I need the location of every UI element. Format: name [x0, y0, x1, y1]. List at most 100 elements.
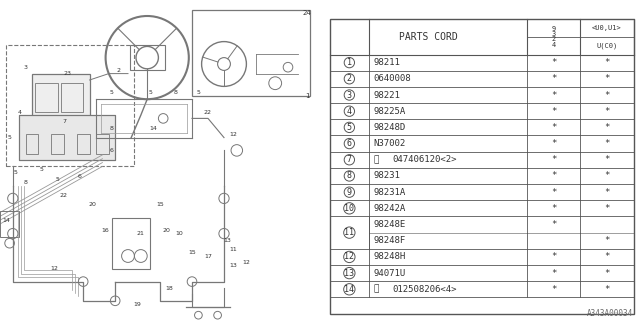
Text: 6: 6: [110, 148, 114, 153]
Text: 14: 14: [150, 125, 157, 131]
Text: 24: 24: [303, 10, 312, 16]
Text: 18: 18: [166, 285, 173, 291]
Text: *: *: [604, 236, 610, 245]
Bar: [61, 83, 83, 112]
Text: *: *: [551, 285, 557, 294]
Text: *: *: [551, 252, 557, 261]
Text: *: *: [551, 74, 557, 83]
Text: *: *: [604, 107, 610, 116]
Bar: [192, 10, 310, 96]
Text: 98221: 98221: [374, 91, 401, 100]
Text: 13: 13: [344, 268, 355, 278]
Text: *: *: [604, 139, 610, 148]
Text: U(C0): U(C0): [596, 43, 618, 49]
Text: 15: 15: [156, 202, 164, 207]
Text: 3: 3: [347, 91, 352, 100]
Text: 98225A: 98225A: [374, 107, 406, 116]
Text: 98242A: 98242A: [374, 204, 406, 213]
Text: 23: 23: [63, 71, 71, 76]
Text: 12: 12: [51, 266, 58, 271]
Text: *: *: [551, 220, 557, 229]
Text: *: *: [604, 91, 610, 100]
Text: 2: 2: [116, 68, 120, 73]
Text: 8: 8: [347, 172, 352, 180]
Text: 98231A: 98231A: [374, 188, 406, 197]
Text: *: *: [551, 268, 557, 278]
Text: *: *: [604, 252, 610, 261]
Text: 3: 3: [24, 65, 28, 70]
Bar: [19, 115, 115, 160]
Text: 5: 5: [14, 170, 18, 175]
Text: 98248D: 98248D: [374, 123, 406, 132]
Text: *: *: [551, 58, 557, 67]
Text: 22: 22: [60, 193, 68, 198]
Text: *: *: [551, 155, 557, 164]
Text: 1: 1: [347, 58, 352, 67]
Text: 11: 11: [230, 247, 237, 252]
Text: 4: 4: [17, 109, 21, 115]
Text: 21: 21: [137, 231, 145, 236]
Text: 98248E: 98248E: [374, 220, 406, 229]
Text: 9
3
2
4: 9 3 2 4: [552, 26, 556, 48]
Text: *: *: [551, 107, 557, 116]
Text: 98248H: 98248H: [374, 252, 406, 261]
Text: 10: 10: [344, 204, 355, 213]
Text: 98248F: 98248F: [374, 236, 406, 245]
Text: *: *: [604, 155, 610, 164]
Text: 2: 2: [347, 74, 352, 83]
Text: 12: 12: [230, 132, 237, 137]
Text: PARTS CORD: PARTS CORD: [399, 32, 458, 42]
Text: *: *: [551, 139, 557, 148]
Text: 5: 5: [148, 90, 152, 95]
Text: 5: 5: [196, 90, 200, 95]
Text: 0640008: 0640008: [374, 74, 412, 83]
Text: 5: 5: [8, 135, 12, 140]
Bar: [19, 115, 115, 160]
Text: *: *: [551, 188, 557, 197]
Text: 9: 9: [347, 188, 352, 197]
Bar: [112, 218, 150, 269]
Text: *: *: [604, 172, 610, 180]
Text: 17: 17: [204, 253, 212, 259]
Text: 1: 1: [305, 93, 310, 99]
Text: A343A00034: A343A00034: [588, 309, 634, 318]
Text: 012508206<4>: 012508206<4>: [392, 285, 456, 294]
Text: *: *: [604, 268, 610, 278]
Text: 8: 8: [110, 125, 114, 131]
Text: 6: 6: [78, 173, 82, 179]
Text: *: *: [604, 188, 610, 197]
Text: 11: 11: [344, 228, 355, 237]
Text: *: *: [604, 204, 610, 213]
Text: <U0,U1>: <U0,U1>: [592, 25, 622, 31]
Bar: [32, 74, 90, 122]
Text: 5: 5: [347, 123, 352, 132]
Bar: [51, 134, 64, 154]
Text: *: *: [551, 204, 557, 213]
Text: *: *: [604, 285, 610, 294]
Text: 8: 8: [174, 90, 178, 95]
Text: *: *: [604, 123, 610, 132]
Text: 19: 19: [134, 301, 141, 307]
Bar: [35, 83, 58, 112]
Text: 5: 5: [56, 177, 60, 182]
Text: *: *: [604, 58, 610, 67]
Text: N37002: N37002: [374, 139, 406, 148]
Text: 7: 7: [62, 119, 66, 124]
Text: Ⓢ: Ⓢ: [374, 155, 379, 164]
Bar: [77, 134, 90, 154]
Bar: [0, 211, 19, 237]
Text: 98211: 98211: [374, 58, 401, 67]
Text: 6: 6: [347, 139, 352, 148]
Text: 4: 4: [347, 107, 352, 116]
Text: *: *: [551, 91, 557, 100]
Text: 20: 20: [163, 228, 170, 233]
Text: 8: 8: [24, 180, 28, 185]
Text: 047406120<2>: 047406120<2>: [392, 155, 456, 164]
Bar: [96, 134, 109, 154]
Bar: [130, 45, 165, 70]
Text: 7: 7: [347, 155, 352, 164]
Text: 16: 16: [102, 228, 109, 233]
Bar: [6, 45, 134, 166]
Bar: [26, 134, 38, 154]
Text: *: *: [551, 123, 557, 132]
